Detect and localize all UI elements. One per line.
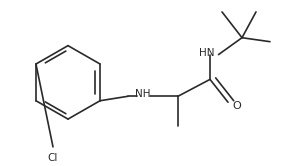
Text: O: O: [232, 101, 241, 111]
Text: NH: NH: [135, 89, 151, 99]
Text: HN: HN: [199, 48, 215, 58]
Text: Cl: Cl: [48, 154, 58, 164]
